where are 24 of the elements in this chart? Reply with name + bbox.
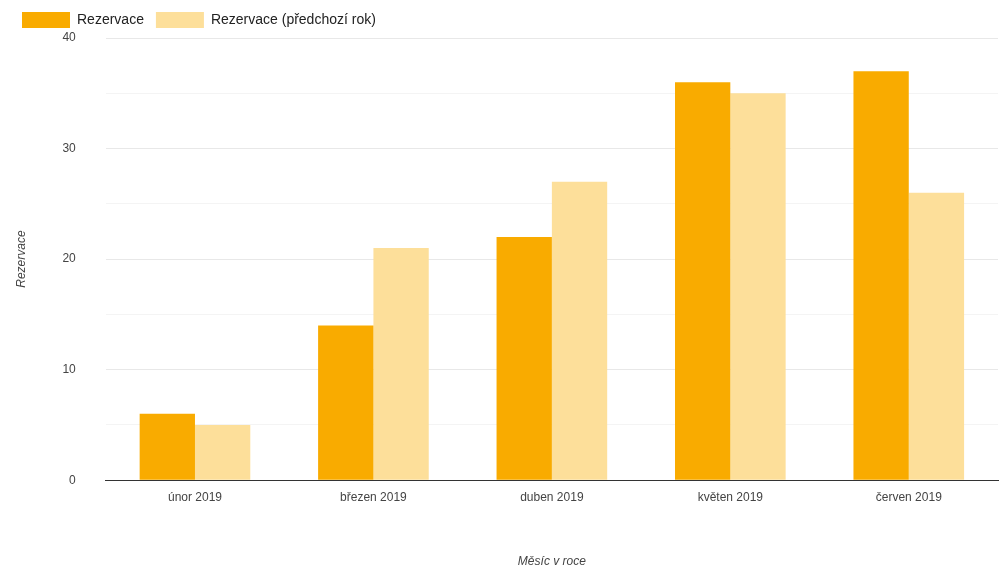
x-axis-title: Měsíc v roce xyxy=(517,554,587,569)
bar xyxy=(318,325,374,480)
y-axis-title: Rezervace xyxy=(13,230,28,288)
x-tick-label: červen 2019 xyxy=(875,489,943,504)
x-tick-label: březen 2019 xyxy=(340,489,408,504)
y-tick-label: 20 xyxy=(62,251,77,266)
bar xyxy=(496,236,552,480)
legend-label: Rezervace (předchozí rok) xyxy=(210,10,376,27)
x-tick-label: duben 2019 xyxy=(520,489,584,504)
x-tick-label: květen 2019 xyxy=(697,489,764,504)
y-tick-label: 30 xyxy=(62,140,77,155)
legend-label: Rezervace xyxy=(77,10,145,27)
bar xyxy=(551,181,608,480)
bar xyxy=(853,71,909,480)
bar xyxy=(373,248,429,480)
bar xyxy=(675,82,731,480)
bar xyxy=(194,424,251,480)
bar xyxy=(908,192,965,480)
bar xyxy=(139,413,195,480)
x-tick-label: únor 2019 xyxy=(167,489,223,504)
y-tick-label: 40 xyxy=(62,30,77,45)
y-tick-label: 0 xyxy=(69,472,77,487)
y-tick-label: 10 xyxy=(62,361,77,376)
bar xyxy=(730,93,786,480)
